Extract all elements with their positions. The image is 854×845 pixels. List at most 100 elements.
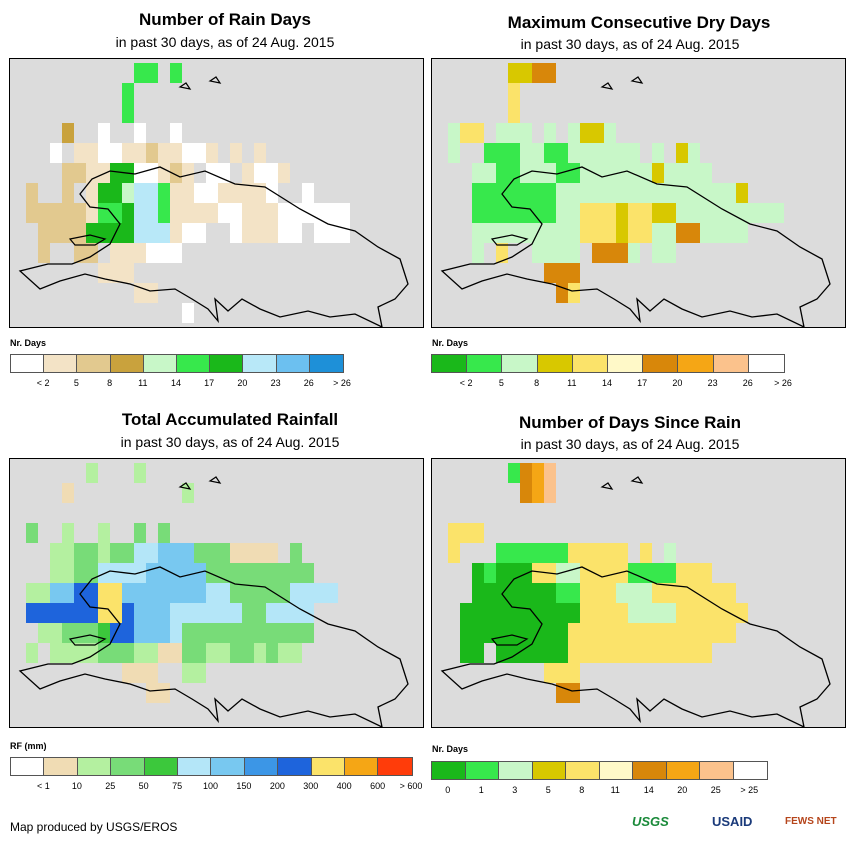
- map-grid-cell: [544, 583, 556, 603]
- map-grid-cell: [712, 623, 724, 643]
- legend-swatch: [713, 355, 749, 372]
- map-grid-cell: [146, 583, 158, 603]
- map-grid-cell: [508, 223, 520, 243]
- legend-swatch: [666, 762, 700, 779]
- map-grid-cell: [62, 563, 74, 583]
- map-grid-cell: [520, 643, 532, 663]
- map-grid-cell: [448, 143, 460, 163]
- map-grid-cell: [532, 143, 544, 163]
- map-grid-cell: [592, 163, 604, 183]
- map-grid-cell: [74, 243, 86, 263]
- legend-swatch: [77, 355, 111, 372]
- map-grid-cell: [676, 603, 688, 623]
- legend-swatch: [432, 762, 466, 779]
- map-grid-cell: [50, 583, 62, 603]
- map-grid-cell: [604, 123, 616, 143]
- map-grid-cell: [242, 603, 254, 623]
- map-grid-cell: [170, 163, 182, 183]
- map-grid-cell: [544, 123, 556, 143]
- map-grid-cell: [748, 203, 760, 223]
- map-grid-cell: [230, 543, 242, 563]
- legend-swatch: [432, 355, 468, 372]
- map-grid-cell: [652, 643, 664, 663]
- map-grid-cell: [242, 163, 254, 183]
- map-grid-cell: [604, 143, 616, 163]
- map-grid-cell: [278, 223, 290, 243]
- map-grid-cell: [242, 643, 254, 663]
- map-grid-cell: [290, 563, 302, 583]
- map-grid-cell: [484, 183, 496, 203]
- map-grid-cell: [194, 183, 206, 203]
- map-grid-cell: [290, 223, 302, 243]
- legend-tick-label: 150: [236, 781, 252, 791]
- map-grid-cell: [592, 603, 604, 623]
- map-grid-cell: [230, 203, 242, 223]
- map-grid-cell: [508, 463, 520, 483]
- map-grid-cell: [74, 163, 86, 183]
- map-grid-cell: [134, 203, 146, 223]
- map-grid-cell: [38, 583, 50, 603]
- map-grid-cell: [592, 543, 604, 563]
- map-grid-cell: [278, 583, 290, 603]
- map-grid-cell: [62, 163, 74, 183]
- map-grid-cell: [508, 83, 520, 103]
- legend-swatch: [643, 355, 679, 372]
- legend-tick-label: 11: [610, 785, 620, 795]
- map-grid-cell: [556, 603, 568, 623]
- map-grid-cell: [38, 223, 50, 243]
- map-grid-cell: [182, 563, 194, 583]
- map-grid-cell: [676, 163, 688, 183]
- map-grid-cell: [688, 643, 700, 663]
- map-grid-cell: [472, 563, 484, 583]
- panel-1-map: [9, 58, 424, 328]
- legend-swatch: [532, 762, 566, 779]
- legend-swatch: [566, 762, 600, 779]
- map-grid-cell: [194, 583, 206, 603]
- legend-tick-label: > 600: [399, 781, 423, 791]
- map-grid-cell: [62, 523, 74, 543]
- map-grid-cell: [556, 663, 568, 683]
- map-grid-cell: [218, 163, 230, 183]
- map-grid-cell: [604, 603, 616, 623]
- map-grid-cell: [628, 563, 640, 583]
- map-grid-cell: [616, 603, 628, 623]
- map-grid-cell: [460, 623, 472, 643]
- map-grid-cell: [122, 603, 134, 623]
- map-grid-cell: [110, 563, 122, 583]
- map-grid-cell: [170, 563, 182, 583]
- map-grid-cell: [338, 203, 350, 223]
- panel-1-title: Number of Rain Days: [139, 10, 311, 29]
- map-grid-cell: [182, 583, 194, 603]
- legend-tick-label: 26: [742, 378, 753, 388]
- map-grid-cell: [472, 203, 484, 223]
- map-grid-cell: [266, 203, 278, 223]
- map-grid-cell: [26, 643, 38, 663]
- map-grid-cell: [230, 143, 242, 163]
- map-grid-cell: [628, 643, 640, 663]
- legend-tick-label: 75: [172, 781, 183, 791]
- map-grid-cell: [580, 223, 592, 243]
- map-grid-cell: [86, 543, 98, 563]
- map-grid-cell: [496, 203, 508, 223]
- map-grid-cell: [496, 143, 508, 163]
- map-grid-cell: [556, 543, 568, 563]
- legend-swatch: [467, 355, 503, 372]
- map-grid-cell: [134, 543, 146, 563]
- map-grid-cell: [544, 243, 556, 263]
- map-grid-cell: [122, 583, 134, 603]
- map-grid-cell: [676, 583, 688, 603]
- map-grid-cell: [664, 163, 676, 183]
- map-grid-cell: [652, 143, 664, 163]
- map-grid-cell: [556, 183, 568, 203]
- map-grid-cell: [568, 623, 580, 643]
- map-grid-cell: [556, 143, 568, 163]
- map-grid-cell: [182, 623, 194, 643]
- map-grid-cell: [616, 583, 628, 603]
- map-grid-cell: [568, 543, 580, 563]
- map-grid-cell: [206, 183, 218, 203]
- map-grid-cell: [182, 223, 194, 243]
- map-grid-cell: [616, 543, 628, 563]
- map-grid-cell: [652, 223, 664, 243]
- map-grid-cell: [134, 463, 146, 483]
- map-grid-cell: [338, 223, 350, 243]
